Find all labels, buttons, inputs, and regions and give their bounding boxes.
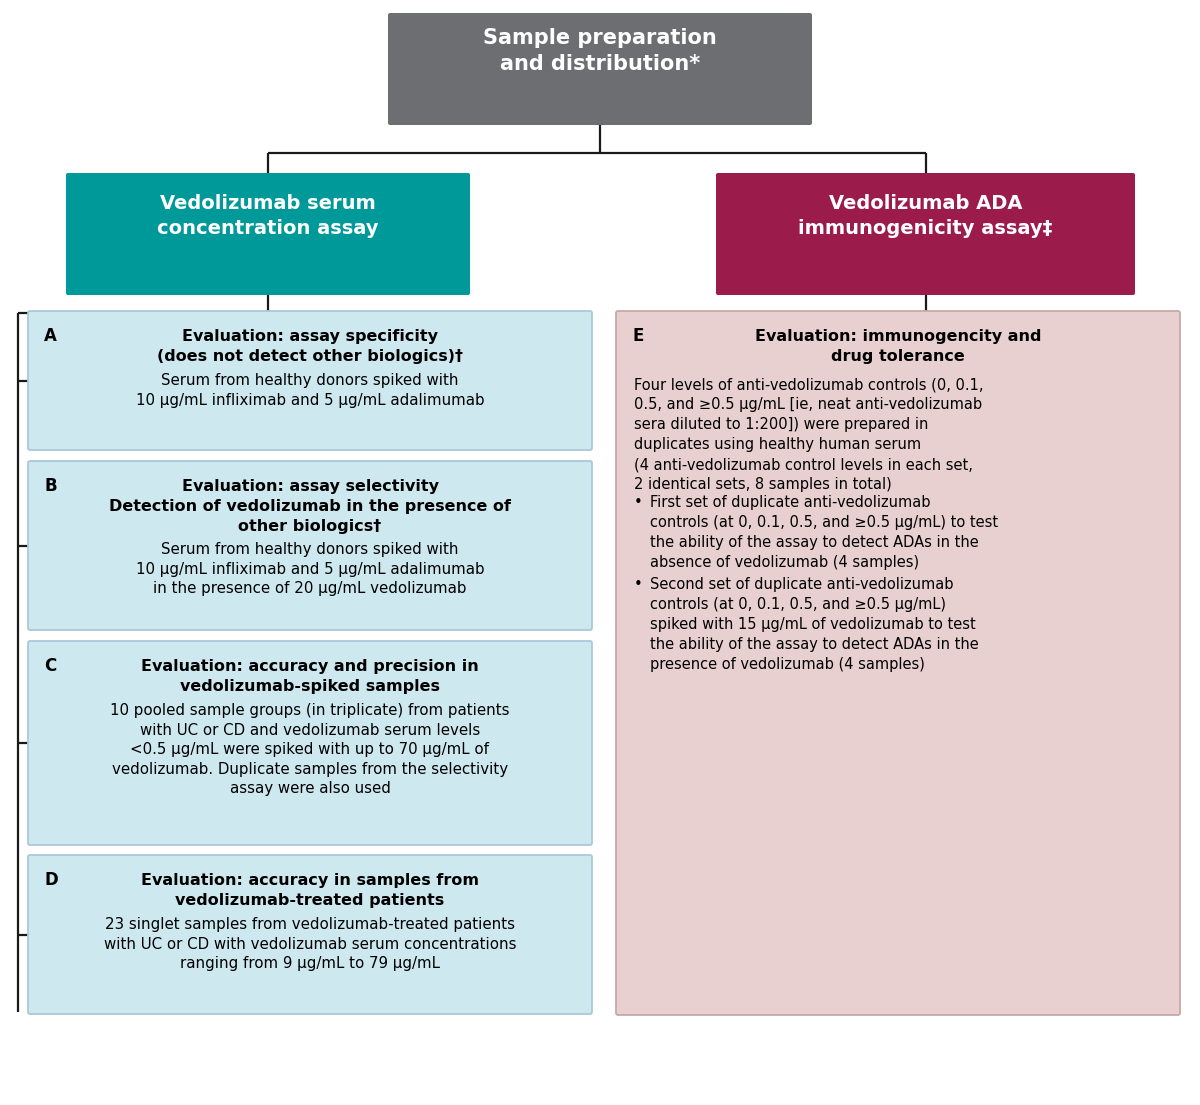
Text: A: A (44, 327, 56, 345)
FancyBboxPatch shape (28, 641, 592, 845)
Text: 10 pooled sample groups (in triplicate) from patients
with UC or CD and vedolizu: 10 pooled sample groups (in triplicate) … (110, 703, 510, 797)
FancyBboxPatch shape (66, 173, 470, 295)
Text: •: • (634, 577, 643, 592)
Text: Vedolizumab ADA
immunogenicity assay‡: Vedolizumab ADA immunogenicity assay‡ (798, 194, 1052, 238)
Text: Evaluation: accuracy in samples from
vedolizumab-treated patients: Evaluation: accuracy in samples from ved… (142, 873, 479, 908)
Text: Second set of duplicate anti-vedolizumab
controls (at 0, 0.1, 0.5, and ≥0.5 μg/m: Second set of duplicate anti-vedolizumab… (650, 577, 979, 672)
FancyBboxPatch shape (616, 311, 1180, 1015)
Text: First set of duplicate anti-vedolizumab
controls (at 0, 0.1, 0.5, and ≥0.5 μg/mL: First set of duplicate anti-vedolizumab … (650, 495, 998, 570)
FancyBboxPatch shape (388, 13, 812, 125)
Text: E: E (632, 327, 643, 345)
FancyBboxPatch shape (28, 311, 592, 450)
Text: B: B (44, 477, 56, 495)
Text: Evaluation: assay selectivity
Detection of vedolizumab in the presence of
other : Evaluation: assay selectivity Detection … (109, 478, 511, 534)
Text: Evaluation: accuracy and precision in
vedolizumab-spiked samples: Evaluation: accuracy and precision in ve… (142, 659, 479, 694)
Text: Four levels of anti-vedolizumab controls (0, 0.1,
0.5, and ≥0.5 μg/mL [ie, neat : Four levels of anti-vedolizumab controls… (634, 377, 984, 492)
Text: Sample preparation
and distribution*: Sample preparation and distribution* (484, 28, 716, 74)
Text: Serum from healthy donors spiked with
10 μg/mL infliximab and 5 μg/mL adalimumab: Serum from healthy donors spiked with 10… (136, 373, 485, 408)
Text: C: C (44, 657, 56, 675)
FancyBboxPatch shape (28, 461, 592, 630)
Text: •: • (634, 495, 643, 511)
FancyBboxPatch shape (28, 855, 592, 1014)
Text: Evaluation: immunogencity and
drug tolerance: Evaluation: immunogencity and drug toler… (755, 329, 1042, 364)
Text: 23 singlet samples from vedolizumab-treated patients
with UC or CD with vedolizu: 23 singlet samples from vedolizumab-trea… (103, 917, 516, 971)
Text: Vedolizumab serum
concentration assay: Vedolizumab serum concentration assay (157, 194, 379, 238)
FancyBboxPatch shape (716, 173, 1135, 295)
Text: Evaluation: assay specificity
(does not detect other biologics)†: Evaluation: assay specificity (does not … (157, 329, 463, 364)
Text: Serum from healthy donors spiked with
10 μg/mL infliximab and 5 μg/mL adalimumab: Serum from healthy donors spiked with 10… (136, 541, 485, 596)
Text: D: D (44, 871, 58, 890)
